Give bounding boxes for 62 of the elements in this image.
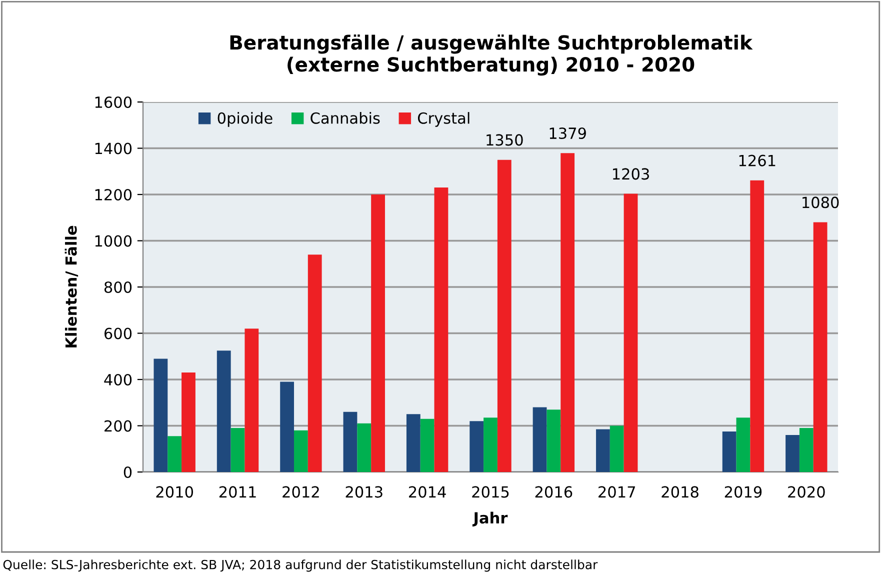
- bar: [182, 372, 196, 472]
- x-tick-label: 2014: [408, 486, 446, 498]
- data-label: 1350: [486, 134, 523, 146]
- y-tick-label: 800: [104, 281, 132, 294]
- bar: [610, 426, 624, 472]
- bar: [799, 428, 814, 472]
- y-tick-label: 1600: [95, 96, 132, 108]
- x-tick-label: 2010: [156, 486, 194, 498]
- x-tick-label: 2011: [219, 486, 256, 498]
- x-tick-label: 2020: [788, 486, 825, 498]
- y-tick-label: 600: [104, 328, 132, 340]
- bar: [546, 410, 561, 472]
- x-tick-label: 2015: [472, 486, 509, 498]
- bar: [750, 180, 764, 472]
- bar: [532, 407, 547, 472]
- x-tick-label: 2019: [724, 486, 762, 498]
- bar: [560, 153, 575, 472]
- bar: [722, 432, 736, 472]
- bar: [294, 430, 308, 472]
- bar: [624, 194, 638, 472]
- bar: [154, 358, 168, 472]
- bar: [308, 254, 322, 472]
- bar: [596, 429, 610, 472]
- data-label: 1080: [802, 196, 839, 208]
- bar: [497, 160, 512, 472]
- bar: [786, 435, 800, 472]
- bar: [343, 412, 358, 472]
- y-tick-label: 1400: [95, 142, 132, 154]
- y-tick-label: 1200: [95, 188, 132, 201]
- bar: [230, 428, 245, 472]
- bar: [168, 436, 182, 472]
- data-label: 1203: [613, 168, 649, 180]
- bar: [484, 418, 498, 472]
- y-tick-label: 1000: [95, 235, 132, 247]
- bar: [420, 418, 434, 472]
- x-tick-label: 2012: [282, 486, 319, 498]
- legend-label: Cannabis: [310, 112, 380, 124]
- y-tick-label: 400: [104, 374, 132, 386]
- x-tick-label: 2013: [346, 486, 382, 498]
- x-tick-label: 2016: [535, 486, 572, 498]
- bar: [280, 382, 294, 472]
- bar: [216, 350, 231, 472]
- y-axis-title: Klienten/ Fälle: [64, 226, 78, 348]
- bar: [371, 194, 385, 472]
- y-tick-label: 200: [104, 420, 132, 432]
- bar: [357, 423, 372, 472]
- x-tick-label: 2018: [662, 486, 698, 498]
- bar: [813, 222, 828, 472]
- x-axis-title: Jahr: [472, 512, 508, 526]
- x-tick-label: 2017: [598, 486, 635, 498]
- chart-title: Beratungsfälle / ausgewählte Suchtproblematik (externe Suchtberatung) 2010 - 2020: [230, 34, 753, 76]
- bar: [434, 188, 448, 472]
- bar: [406, 414, 420, 472]
- bar: [470, 421, 484, 472]
- legend-label: Crystal: [418, 112, 470, 127]
- data-label: 1261: [739, 154, 776, 166]
- legend-label: 0pioide: [218, 112, 272, 127]
- y-tick-label: 0: [124, 466, 132, 478]
- bar: [736, 418, 750, 472]
- data-label: 1379: [550, 127, 586, 140]
- source-note: Quelle: SLS-Jahresberichte ext. SB JVA; 2018 aufgrund der Statistikumstellung nicht darstellbar: [3, 560, 598, 572]
- bar: [244, 328, 259, 472]
